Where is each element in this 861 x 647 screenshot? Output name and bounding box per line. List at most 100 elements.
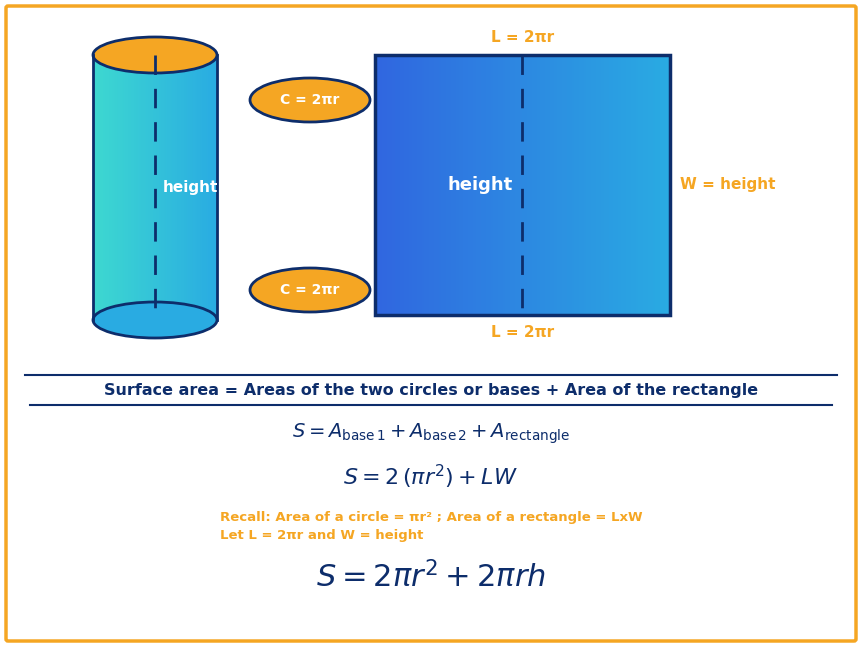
Bar [125, 55, 127, 320]
Bar [180, 55, 182, 320]
Bar [177, 55, 179, 320]
Bar [485, 55, 488, 315]
Bar [149, 55, 151, 320]
Bar [637, 55, 641, 315]
Bar [418, 55, 422, 315]
Bar [121, 55, 122, 320]
Bar [466, 55, 468, 315]
Bar [478, 55, 480, 315]
Bar [186, 55, 188, 320]
Bar [666, 55, 670, 315]
Bar [426, 55, 429, 315]
Bar [450, 55, 454, 315]
Bar [628, 55, 630, 315]
Bar [384, 55, 387, 315]
Bar [438, 55, 442, 315]
Bar [455, 55, 459, 315]
Bar [150, 55, 152, 320]
Bar [616, 55, 618, 315]
Bar [133, 55, 135, 320]
Bar [549, 55, 552, 315]
Bar [585, 55, 589, 315]
Bar [138, 55, 139, 320]
Bar [198, 55, 200, 320]
Bar [524, 55, 527, 315]
Bar [630, 55, 633, 315]
Bar [98, 55, 100, 320]
Bar [613, 55, 616, 315]
Bar [191, 55, 193, 320]
Bar [110, 55, 112, 320]
Text: L = 2πr: L = 2πr [491, 325, 554, 340]
Bar [147, 55, 149, 320]
Bar [171, 55, 173, 320]
Bar [401, 55, 405, 315]
Bar [201, 55, 202, 320]
Bar [515, 55, 517, 315]
Bar [204, 55, 206, 320]
Bar [554, 55, 557, 315]
Bar [116, 55, 118, 320]
Text: W = height: W = height [679, 177, 775, 193]
Bar [127, 55, 129, 320]
Bar [392, 55, 394, 315]
Bar [375, 55, 377, 315]
Bar [158, 55, 159, 320]
Bar [404, 55, 407, 315]
Bar [141, 55, 143, 320]
Bar [201, 55, 203, 320]
Bar [635, 55, 638, 315]
Bar [608, 55, 610, 315]
Bar [140, 55, 142, 320]
Text: height: height [447, 176, 512, 194]
Bar [512, 55, 515, 315]
Bar [652, 55, 655, 315]
Bar [121, 55, 123, 320]
Bar [443, 55, 446, 315]
Bar [94, 55, 96, 320]
Text: $\mathit{S} = 2\,(\pi r^2) + LW$: $\mathit{S} = 2\,(\pi r^2) + LW$ [343, 463, 518, 491]
Bar [414, 55, 417, 315]
Bar [119, 55, 121, 320]
Bar [400, 55, 402, 315]
Bar [375, 55, 669, 315]
Bar [527, 55, 530, 315]
Bar [571, 55, 574, 315]
Bar [495, 55, 498, 315]
Bar [175, 55, 177, 320]
Bar [470, 55, 474, 315]
Bar [380, 55, 382, 315]
Bar [409, 55, 412, 315]
Bar [559, 55, 561, 315]
Bar [510, 55, 512, 315]
Bar [461, 55, 463, 315]
Bar [200, 55, 201, 320]
Bar [433, 55, 437, 315]
Bar [195, 55, 197, 320]
Bar [173, 55, 175, 320]
Bar [166, 55, 168, 320]
Bar [96, 55, 98, 320]
Bar [139, 55, 140, 320]
Bar [209, 55, 211, 320]
Bar [446, 55, 449, 315]
Bar [178, 55, 180, 320]
Bar [421, 55, 424, 315]
Bar [153, 55, 155, 320]
Bar [96, 55, 97, 320]
Bar [181, 55, 183, 320]
Bar [583, 55, 586, 315]
Bar [458, 55, 461, 315]
Bar [665, 55, 667, 315]
Bar [161, 55, 163, 320]
Bar [99, 55, 101, 320]
Bar [487, 55, 491, 315]
Bar [519, 55, 523, 315]
Bar [647, 55, 650, 315]
Bar [588, 55, 592, 315]
Bar [93, 55, 95, 320]
Bar [124, 55, 126, 320]
Text: C = 2πr: C = 2πr [280, 283, 339, 297]
Bar [377, 55, 380, 315]
Bar [176, 55, 177, 320]
